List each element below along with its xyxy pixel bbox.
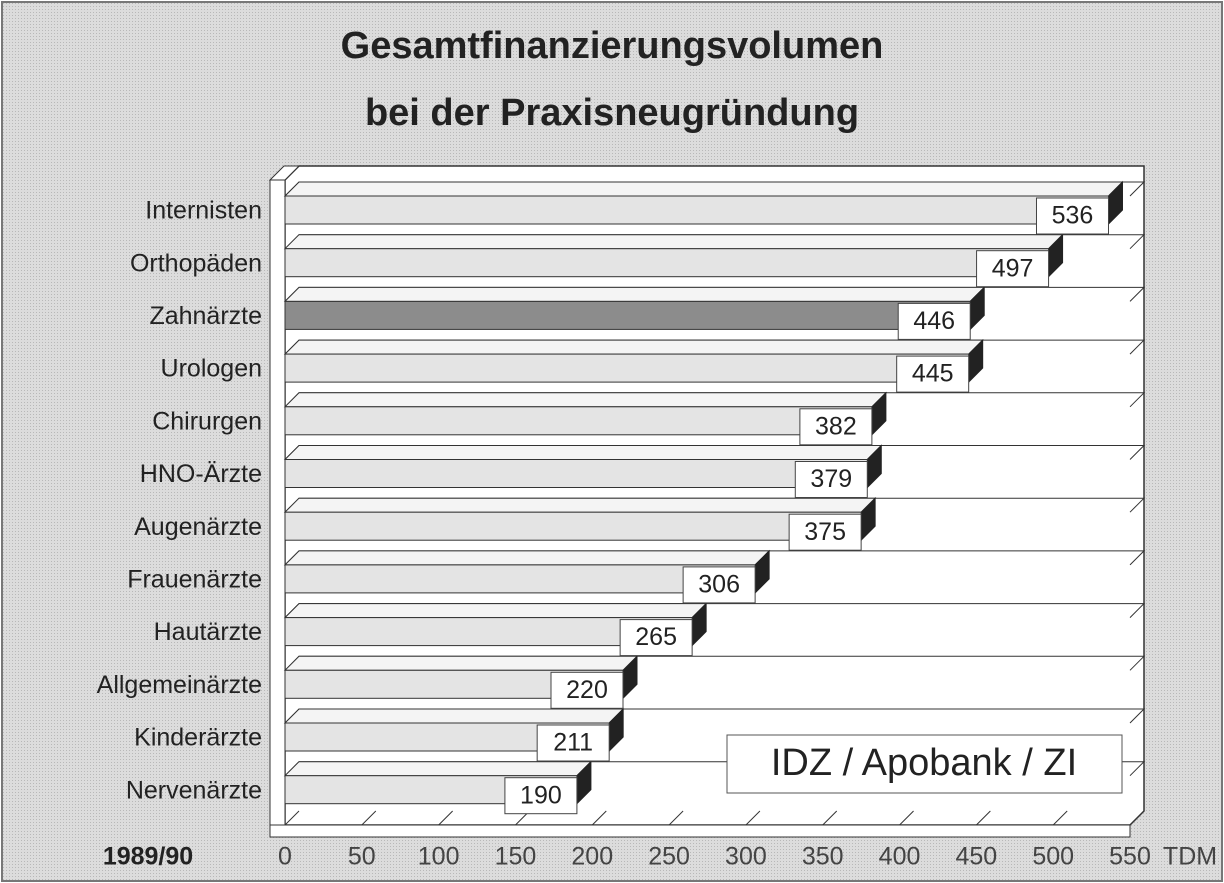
y-tick-label: Frauenärzte <box>127 566 262 594</box>
value-label: 211 <box>553 729 593 757</box>
value-label: 220 <box>566 676 608 704</box>
value-box <box>799 408 873 446</box>
x-tick-label: 0 <box>278 843 292 871</box>
bar <box>284 353 970 383</box>
y-tick-label: Hautärzte <box>154 618 262 646</box>
y-tick-label: Internisten <box>145 197 262 225</box>
x-tick <box>899 810 914 826</box>
y-tick-label: Nervenärzte <box>126 776 262 804</box>
value-box <box>896 355 970 393</box>
value-box <box>504 777 578 815</box>
x-tick-label: 150 <box>495 843 537 871</box>
bar-top <box>283 445 883 460</box>
x-tick <box>668 810 684 826</box>
value-box <box>1035 197 1109 235</box>
axis-wall <box>269 179 286 826</box>
value-label: 375 <box>804 518 846 546</box>
x-tick-label: 400 <box>879 843 921 871</box>
x-tick-label: 300 <box>725 843 767 871</box>
value-box <box>536 724 610 762</box>
value-box <box>619 619 693 657</box>
value-label: 497 <box>992 254 1034 282</box>
x-tick <box>745 810 761 826</box>
value-label: 306 <box>698 571 740 599</box>
bar-top <box>283 761 593 777</box>
bar <box>284 459 868 488</box>
x-axis-label: TDM <box>1163 843 1217 871</box>
x-tick <box>591 810 607 826</box>
x-tick-label: 250 <box>648 843 690 871</box>
y-tick-label: Kinderärzte <box>134 724 262 752</box>
value-box <box>550 671 624 709</box>
y-tick-label: Allgemeinärzte <box>97 671 262 699</box>
x-tick <box>438 810 453 826</box>
x-tick <box>361 810 377 826</box>
x-tick-label: 50 <box>348 843 376 871</box>
value-label: 446 <box>913 307 955 335</box>
value-box <box>976 250 1050 288</box>
bar <box>284 300 971 330</box>
x-tick <box>976 810 991 826</box>
value-label: 445 <box>912 360 954 388</box>
value-label: 536 <box>1052 202 1094 230</box>
bar-top <box>283 550 771 566</box>
x-tick <box>284 810 300 826</box>
chart-title: Gesamtfinanzierungsvolumen <box>341 25 884 67</box>
value-box <box>682 566 756 604</box>
value-box <box>897 302 971 340</box>
bar-top <box>283 708 625 724</box>
bar <box>284 406 873 436</box>
y-tick-label: Augenärzte <box>134 513 262 541</box>
chart-title: bei der Praxisneugründung <box>365 92 859 134</box>
value-label: 265 <box>635 623 677 651</box>
value-box <box>794 461 868 498</box>
x-tick-label: 450 <box>956 843 998 871</box>
value-label: 379 <box>810 465 852 493</box>
y-tick-label: Zahnärzte <box>149 302 262 330</box>
source-box <box>726 734 1123 794</box>
y-tick-label: Orthopäden <box>130 249 262 277</box>
y-tick-label: HNO-Ärzte <box>140 460 262 488</box>
x-tick-label: 550 <box>1109 843 1151 871</box>
value-box <box>788 513 862 551</box>
x-tick-label: 100 <box>418 843 460 871</box>
bar-top <box>283 603 708 619</box>
x-tick-label: 200 <box>571 843 613 871</box>
x-tick <box>822 810 838 826</box>
bar-top <box>283 181 1124 197</box>
source-label: IDZ / Apobank / ZI <box>771 742 1077 784</box>
x-tick-label: 500 <box>1032 843 1074 871</box>
value-label: 190 <box>520 781 562 809</box>
bar-top <box>283 234 1064 250</box>
bar-top <box>283 497 877 513</box>
bar-top <box>283 392 888 408</box>
bar <box>284 564 756 594</box>
bar <box>284 248 1050 278</box>
floor <box>269 824 1131 838</box>
bar <box>284 195 1109 225</box>
bar-top <box>283 655 639 671</box>
x-tick-label: 350 <box>802 843 844 871</box>
bar <box>284 511 862 541</box>
y-tick-label: Urologen <box>161 355 262 383</box>
value-label: 382 <box>815 412 857 440</box>
bar-top <box>283 339 984 355</box>
y-tick-label: Chirurgen <box>152 407 262 435</box>
bar-top <box>283 286 986 302</box>
x-tick <box>1129 810 1145 826</box>
period-label: 1989/90 <box>103 843 193 871</box>
x-tick <box>1052 810 1068 826</box>
